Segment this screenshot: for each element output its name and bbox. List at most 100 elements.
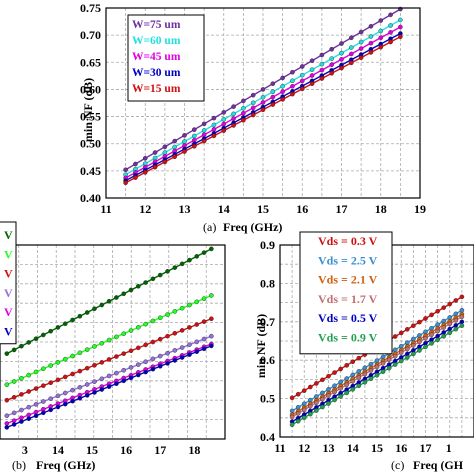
series-5 (123, 34, 403, 186)
x-tick-label: 13 (179, 202, 191, 216)
data-point (33, 386, 39, 391)
data-point (143, 369, 148, 375)
data-point (308, 384, 313, 390)
data-point (350, 378, 356, 384)
data-point (398, 24, 403, 30)
data-point (187, 352, 192, 357)
data-point (62, 374, 68, 380)
data-point (459, 294, 465, 300)
data-point (405, 327, 410, 332)
data-point (4, 425, 10, 430)
data-point (398, 343, 404, 349)
data-point (453, 326, 459, 332)
data-point (423, 316, 428, 321)
data-point (165, 361, 170, 366)
panel-c-legend: Vds = 0.3 V Vds = 2.5 V Vds = 2.1 V Vds = 1… (299, 231, 393, 355)
data-point (114, 354, 119, 359)
series-4 (289, 314, 465, 420)
data-point (388, 30, 393, 35)
data-point (362, 365, 368, 371)
data-point (459, 307, 465, 313)
data-point (133, 175, 138, 180)
data-point (423, 329, 428, 335)
panel-b-x-tick-labels: 3 14 15 16 17 18 (22, 443, 200, 457)
data-point (392, 353, 398, 359)
data-point (11, 379, 17, 384)
data-point (150, 356, 156, 362)
data-point (356, 383, 362, 389)
data-point (358, 39, 364, 45)
data-point (26, 340, 32, 345)
data-point (270, 89, 276, 95)
x-tick-label: 15 (371, 441, 383, 455)
legend-entry: Vds = 0.3 V (318, 234, 378, 248)
data-point (280, 83, 285, 89)
data-point (250, 100, 256, 106)
data-point (201, 132, 207, 138)
data-point (380, 354, 386, 360)
data-point (123, 180, 128, 186)
data-point (19, 392, 24, 397)
series-2 (4, 293, 214, 387)
data-point (447, 330, 453, 336)
data-point (187, 342, 192, 348)
data-point (441, 333, 446, 339)
data-point (48, 396, 53, 401)
data-point (33, 402, 39, 407)
data-point (128, 365, 134, 370)
data-point (179, 345, 185, 350)
data-point (447, 315, 453, 320)
data-point (378, 28, 384, 34)
data-point (26, 389, 32, 394)
data-point (241, 106, 246, 111)
x-tick-label: 16 (120, 443, 132, 457)
data-point (123, 167, 128, 173)
data-point (326, 373, 331, 379)
data-point (201, 138, 207, 144)
x-tick-label: 17 (154, 443, 166, 457)
y-tick-label: 0.9 (260, 238, 275, 252)
data-point (62, 390, 68, 396)
data-point (114, 334, 119, 340)
data-point (338, 379, 343, 385)
data-point (179, 328, 185, 333)
data-point (398, 350, 404, 355)
legend-entry: Vds = 2.1 V (318, 273, 378, 287)
data-point (106, 373, 112, 379)
series-3 (4, 316, 214, 403)
data-point (92, 379, 97, 384)
data-point (411, 351, 416, 357)
data-point (368, 34, 374, 39)
data-point (106, 384, 112, 389)
data-point (4, 351, 10, 356)
panel-a-caption: (a) (203, 220, 216, 234)
legend-entry: W=45 um (132, 51, 181, 63)
series-4 (4, 333, 214, 419)
x-tick-label: 11 (274, 441, 285, 455)
data-point (121, 331, 127, 336)
data-point (48, 363, 53, 368)
data-point (26, 372, 32, 378)
data-point (374, 364, 380, 370)
data-point (250, 112, 256, 118)
data-point (417, 333, 422, 338)
data-point (172, 144, 177, 150)
data-point (299, 72, 305, 78)
data-point (157, 363, 163, 369)
data-point (41, 383, 46, 388)
data-point (19, 419, 24, 424)
data-point (114, 295, 119, 300)
data-point (368, 50, 374, 55)
data-point (62, 401, 68, 407)
data-point (201, 336, 207, 342)
data-point (221, 110, 227, 115)
data-point (332, 397, 337, 403)
data-point (339, 65, 344, 71)
data-point (165, 269, 170, 274)
data-point (48, 328, 53, 334)
data-point (435, 308, 440, 314)
data-point (182, 149, 187, 154)
